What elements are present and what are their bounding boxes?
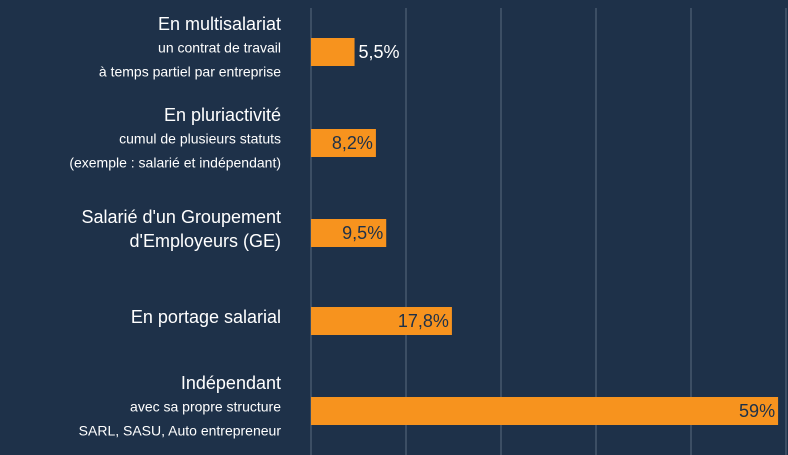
category-label: à temps partiel par entreprise: [99, 64, 281, 80]
bar: [311, 38, 355, 66]
bar: [311, 397, 779, 425]
category-label: En pluriactivité: [164, 105, 281, 125]
value-label: 17,8%: [398, 311, 449, 331]
value-label: 59%: [739, 401, 775, 421]
category-label: un contrat de travail: [158, 40, 281, 56]
category-label: d'Employeurs (GE): [130, 231, 281, 251]
category-label: Indépendant: [181, 373, 281, 393]
category-label: SARL, SASU, Auto entrepreneur: [79, 423, 282, 439]
category-label: En portage salarial: [131, 307, 281, 327]
category-label: (exemple : salarié et indépendant): [69, 155, 281, 171]
category-label: cumul de plusieurs statuts: [119, 131, 281, 147]
category-label: avec sa propre structure: [130, 399, 281, 415]
value-label: 5,5%: [359, 42, 400, 62]
bar: [311, 129, 376, 157]
bar: [311, 219, 387, 247]
category-label: Salarié d'un Groupement: [81, 207, 281, 227]
value-label: 9,5%: [342, 223, 383, 243]
bar: [311, 307, 452, 335]
value-label: 8,2%: [332, 133, 373, 153]
category-label: En multisalariat: [158, 14, 281, 34]
